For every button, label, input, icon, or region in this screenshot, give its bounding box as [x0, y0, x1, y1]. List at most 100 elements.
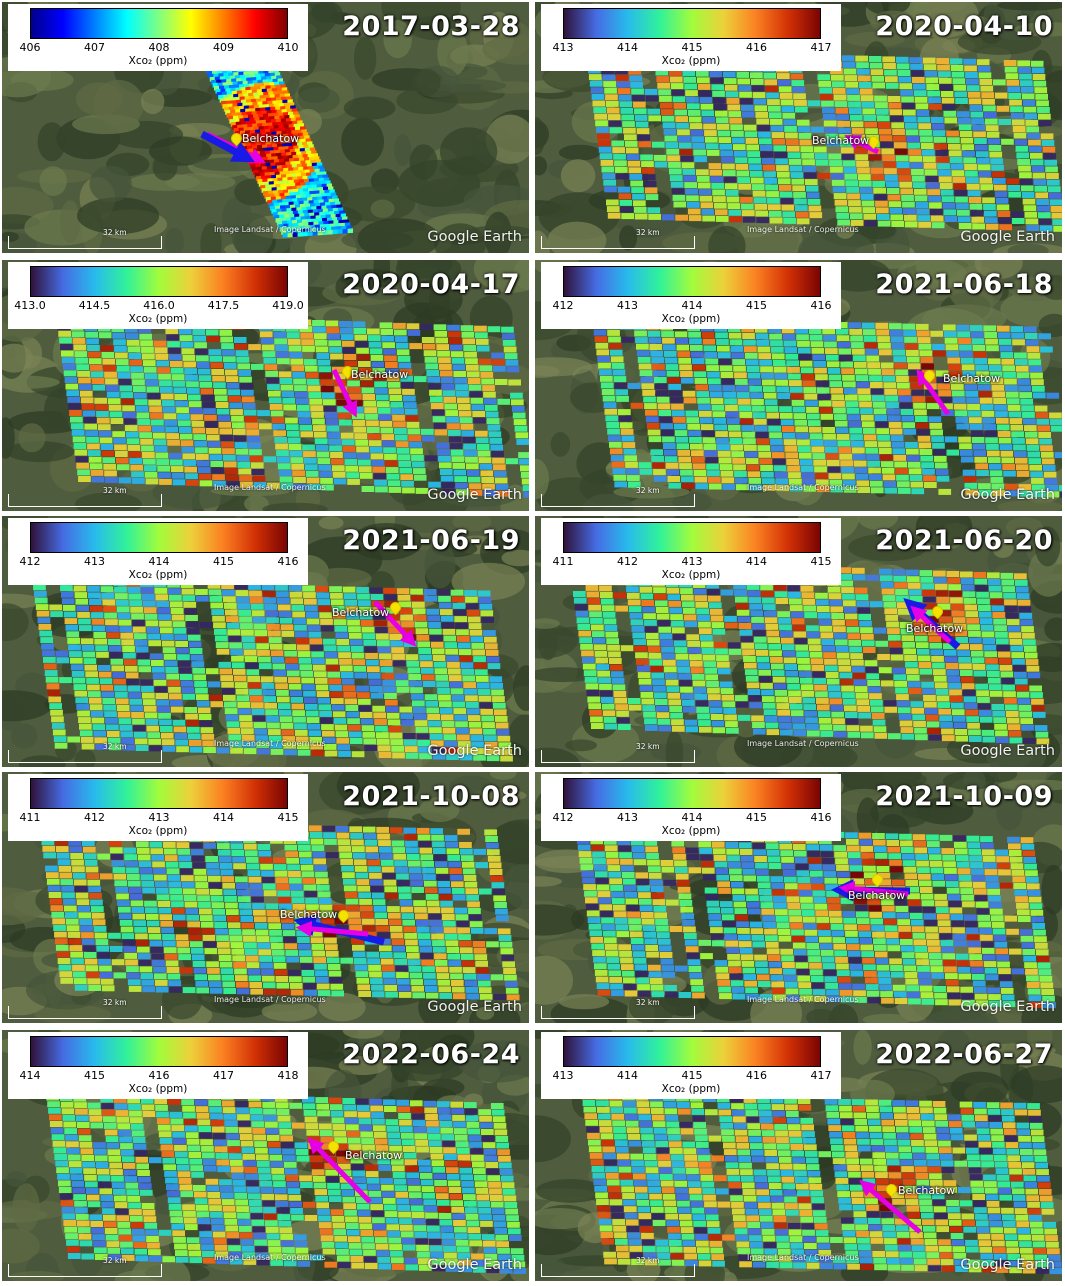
colorbar: 413.0 414.5 416.0 417.5 419.0 Xco₂ (ppm)	[8, 262, 308, 329]
colorbar-tick-label: 413	[84, 555, 105, 568]
place-label: Belchatow	[242, 132, 300, 145]
scale-label: 32 km	[103, 486, 127, 495]
colorbar-label: Xco₂ (ppm)	[661, 1083, 721, 1095]
image-credit: Image Landsat / Copernicus	[747, 739, 859, 748]
scale-label: 32 km	[103, 228, 127, 237]
google-earth-logo: Google Earth	[960, 229, 1055, 245]
wind-arrow	[910, 605, 952, 644]
scale-label: 32 km	[636, 998, 660, 1007]
scale-label: 32 km	[103, 998, 127, 1007]
panel-date: 2020-04-17	[342, 269, 520, 300]
image-credit: Image Landsat / Copernicus	[747, 1253, 859, 1262]
google-earth-logo: Google Earth	[960, 487, 1055, 503]
wind-arrow	[331, 368, 358, 418]
colorbar-tick-label: 416	[277, 555, 299, 568]
colorbar-gradient	[30, 778, 288, 809]
image-credit: Image Landsat / Copernicus	[214, 739, 326, 748]
colorbar-gradient	[563, 522, 821, 553]
colorbar-label: Xco₂ (ppm)	[661, 55, 721, 67]
scale-label: 32 km	[636, 228, 660, 237]
panel-date: 2022-06-27	[875, 1039, 1053, 1070]
colorbar-tick-label: 414	[148, 555, 170, 568]
map-panel-2020-04-17: Belchatow 2020-04-17 413.0 414.5 416.0 417.5 4…	[2, 260, 529, 511]
panel-date: 2021-06-18	[875, 269, 1053, 300]
colorbar-tick-label: 415	[84, 1069, 105, 1082]
map-panel-2021-06-18: Belchatow 2021-06-18 412 413 414 415 416 Xco₂ (…	[535, 260, 1062, 511]
colorbar-tick-label: 414	[681, 299, 703, 312]
colorbar-tick-label: 410	[277, 41, 299, 54]
colorbar-tick-label: 413	[552, 41, 574, 54]
colorbar-gradient	[563, 1036, 821, 1067]
map-panel-2021-10-09: Belchatow 2021-10-09 412 413 414 415 416 Xco₂ (…	[535, 772, 1062, 1023]
image-credit: Image Landsat / Copernicus	[747, 995, 859, 1004]
colorbar-tick-label: 416	[148, 1069, 170, 1082]
map-panel-2021-06-20: Belchatow 2021-06-20 411 412 413 414 415 Xco₂ (…	[535, 516, 1062, 767]
wind-arrow	[307, 1137, 372, 1204]
place-label: Belchatow	[812, 134, 870, 147]
colorbar-tick-label: 415	[746, 299, 767, 312]
panel-date: 2017-03-28	[342, 11, 520, 42]
scale-label: 32 km	[103, 1256, 127, 1265]
scale-bar	[8, 750, 162, 763]
google-earth-logo: Google Earth	[960, 999, 1055, 1015]
google-earth-logo: Google Earth	[960, 1257, 1055, 1273]
colorbar-tick-label: 416	[810, 299, 832, 312]
scale-bar	[8, 236, 162, 249]
colorbar-label: Xco₂ (ppm)	[661, 313, 721, 325]
colorbar-tick-label: 413.0	[14, 299, 46, 312]
plume-arrow	[200, 130, 255, 163]
panel-date: 2021-06-20	[875, 525, 1053, 556]
colorbar-tick-label: 415	[810, 555, 832, 568]
scale-bar	[541, 236, 695, 249]
image-credit: Image Landsat / Copernicus	[747, 483, 859, 492]
place-label: Belchatow	[898, 1184, 956, 1197]
colorbar-tick-label: 415	[213, 555, 234, 568]
place-label: Belchatow	[848, 889, 906, 902]
scale-label: 32 km	[103, 742, 127, 751]
scale-label: 32 km	[636, 1256, 660, 1265]
colorbar: 413 414 415 416 417 Xco₂ (ppm)	[541, 1032, 841, 1099]
google-earth-logo: Google Earth	[960, 743, 1055, 759]
colorbar-tick-label: 407	[84, 41, 105, 54]
colorbar-tick-label: 406	[19, 41, 41, 54]
image-credit: Image Landsat / Copernicus	[214, 1253, 326, 1262]
map-panel-2021-06-19: Belchatow 2021-06-19 412 413 414 415 416 Xco₂ (…	[2, 516, 529, 767]
image-credit: Image Landsat / Copernicus	[747, 225, 859, 234]
colorbar-tick-label: 412	[552, 811, 574, 824]
place-label: Belchatow	[351, 368, 409, 381]
colorbar-tick-label: 409	[213, 41, 234, 54]
panel-date: 2022-06-24	[342, 1039, 520, 1070]
colorbar-tick-label: 411	[552, 555, 574, 568]
google-earth-logo: Google Earth	[427, 229, 522, 245]
colorbar-tick-label: 413	[681, 555, 703, 568]
place-label: Belchatow	[943, 372, 1001, 385]
colorbar-tick-label: 414	[746, 555, 767, 568]
panel-date: 2020-04-10	[875, 11, 1053, 42]
google-earth-logo: Google Earth	[427, 743, 522, 759]
colorbar-label: Xco₂ (ppm)	[128, 569, 188, 581]
scale-label: 32 km	[636, 742, 660, 751]
place-label: Belchatow	[345, 1149, 403, 1162]
panel-date: 2021-06-19	[342, 525, 520, 556]
colorbar-gradient	[30, 8, 288, 39]
colorbar: 412 413 414 415 416 Xco₂ (ppm)	[8, 518, 308, 585]
scale-bar	[541, 750, 695, 763]
colorbar-tick-label: 416	[746, 41, 767, 54]
colorbar-tick-label: 414	[617, 41, 638, 54]
colorbar-tick-label: 414	[213, 811, 234, 824]
image-credit: Image Landsat / Copernicus	[214, 995, 326, 1004]
image-credit: Image Landsat / Copernicus	[214, 483, 326, 492]
colorbar-tick-label: 412	[19, 555, 41, 568]
colorbar: 406 407 408 409 410 Xco₂ (ppm)	[8, 4, 308, 71]
colorbar-label: Xco₂ (ppm)	[661, 825, 721, 837]
colorbar-gradient	[563, 8, 821, 39]
colorbar-tick-label: 415	[277, 811, 299, 824]
scale-bar	[8, 1264, 162, 1277]
panel-date: 2021-10-09	[875, 781, 1053, 812]
map-panel-2022-06-27: Belchatow 2022-06-27 413 414 415 416 417 Xco₂ (…	[535, 1030, 1062, 1281]
colorbar: 411 412 413 414 415 Xco₂ (ppm)	[8, 774, 308, 841]
colorbar-tick-label: 408	[148, 41, 170, 54]
colorbar-tick-label: 415	[681, 41, 703, 54]
map-panel-2017-03-28: Belchatow 2017-03-28 406 407 408 409 410 Xco₂ (…	[2, 2, 529, 253]
colorbar-gradient	[563, 266, 821, 297]
